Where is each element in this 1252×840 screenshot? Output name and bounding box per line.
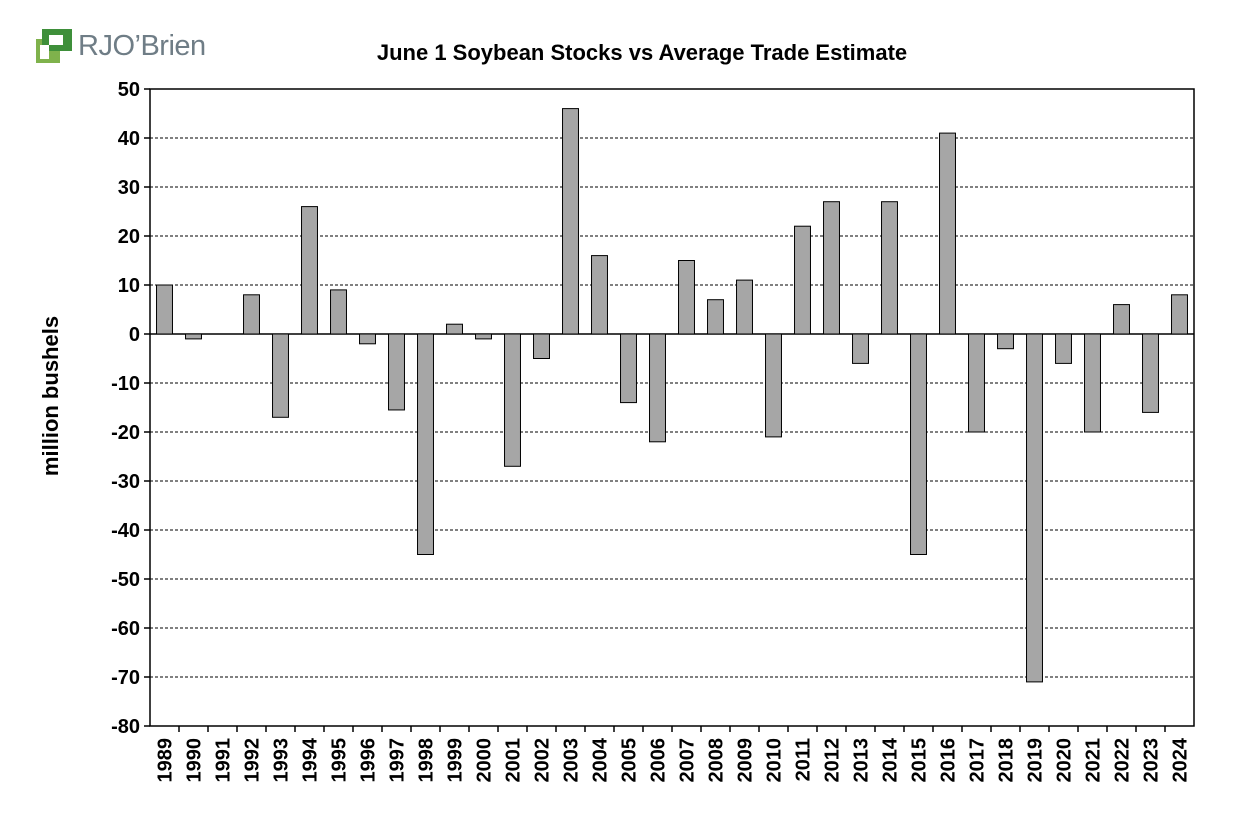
bar-2009 bbox=[736, 279, 753, 335]
bar-2023 bbox=[1142, 333, 1159, 413]
x-tick-label-1990: 1990 bbox=[184, 738, 206, 783]
bar-2019 bbox=[1026, 333, 1043, 683]
bar-2022 bbox=[1113, 304, 1130, 335]
x-tick-label-2003: 2003 bbox=[561, 738, 583, 783]
y-tick-label-12: -70 bbox=[111, 667, 140, 689]
y-axis-label: million bushels bbox=[38, 316, 63, 476]
x-tick-label-2018: 2018 bbox=[996, 738, 1018, 783]
x-tick-label-2010: 2010 bbox=[764, 738, 786, 783]
y-tick-label-2: 30 bbox=[118, 177, 140, 199]
x-tick-label-1996: 1996 bbox=[358, 738, 380, 783]
x-tick-label-2017: 2017 bbox=[967, 738, 989, 783]
x-tick-label-2023: 2023 bbox=[1141, 738, 1163, 783]
chart-title: June 1 Soybean Stocks vs Average Trade E… bbox=[377, 40, 907, 65]
gridlines bbox=[150, 137, 1194, 678]
bar-1999 bbox=[446, 323, 463, 335]
x-tick-label-2011: 2011 bbox=[793, 738, 815, 781]
x-tick-label-2021: 2021 bbox=[1083, 738, 1105, 783]
bar-2015 bbox=[910, 333, 927, 555]
x-tick-label-1994: 1994 bbox=[300, 737, 322, 782]
x-tick-label-2009: 2009 bbox=[735, 738, 757, 783]
bar-2008 bbox=[707, 299, 724, 335]
x-tick-label-1997: 1997 bbox=[387, 738, 409, 783]
bar-2021 bbox=[1084, 333, 1101, 433]
bar-2002 bbox=[533, 333, 550, 359]
bar-1997 bbox=[388, 333, 405, 411]
bar-1993 bbox=[272, 333, 289, 418]
bar-2018 bbox=[997, 333, 1014, 350]
x-tick-label-1989: 1989 bbox=[155, 738, 177, 783]
x-axis-ticks: 1989 1990 1991 1992 1993 1994 1995 1996 1997 1998… bbox=[155, 726, 1192, 783]
y-tick-label-3: 20 bbox=[118, 226, 140, 248]
x-tick-label-1993: 1993 bbox=[271, 738, 293, 783]
bar-1990 bbox=[185, 333, 202, 340]
x-tick-label-1992: 1992 bbox=[242, 738, 264, 783]
bar-1994 bbox=[301, 206, 318, 335]
y-tick-label-5: 0 bbox=[129, 324, 140, 346]
x-tick-label-1999: 1999 bbox=[445, 738, 467, 783]
y-tick-label-9: -40 bbox=[111, 520, 140, 542]
bar-2024 bbox=[1171, 294, 1188, 335]
x-tick-label-2020: 2020 bbox=[1054, 738, 1076, 783]
x-tick-label-2014: 2014 bbox=[880, 737, 902, 782]
bar-2001 bbox=[504, 333, 521, 467]
x-tick-label-1991: 1991 bbox=[213, 738, 235, 783]
x-tick-label-2005: 2005 bbox=[619, 738, 641, 783]
x-tick-label-2002: 2002 bbox=[532, 738, 554, 783]
x-tick-label-2001: 2001 bbox=[503, 738, 525, 783]
bar-2005 bbox=[620, 333, 637, 404]
bar-1989 bbox=[156, 284, 173, 335]
bar-1996 bbox=[359, 333, 376, 345]
bar-2013 bbox=[852, 333, 869, 364]
bar-2012 bbox=[823, 201, 840, 335]
y-tick-label-4: 10 bbox=[118, 275, 140, 297]
x-tick-label-2016: 2016 bbox=[938, 738, 960, 783]
bar-2011 bbox=[794, 225, 811, 335]
x-tick-label-2006: 2006 bbox=[648, 738, 670, 783]
x-tick-label-2008: 2008 bbox=[706, 738, 728, 783]
y-tick-label-7: -20 bbox=[111, 422, 140, 444]
bar-2007 bbox=[678, 260, 695, 335]
x-tick-label-2015: 2015 bbox=[909, 738, 931, 783]
logo-text: RJO’Brien bbox=[78, 29, 206, 62]
x-tick-label-2022: 2022 bbox=[1112, 738, 1134, 783]
bar-2003 bbox=[562, 108, 579, 335]
bar-2006 bbox=[649, 333, 666, 443]
y-tick-label-13: -80 bbox=[111, 716, 140, 738]
y-tick-label-0: 50 bbox=[118, 79, 140, 101]
x-tick-label-2013: 2013 bbox=[851, 738, 873, 783]
bar-1995 bbox=[330, 289, 347, 335]
x-tick-label-1998: 1998 bbox=[416, 738, 438, 783]
plot-border bbox=[149, 88, 1195, 727]
x-tick-label-2000: 2000 bbox=[474, 738, 496, 783]
y-axis-ticks: 50 40 30 20 10 0 -10 -20 -30 -40 -50 -60 -70 -80 bbox=[111, 79, 150, 738]
x-tick-label-2007: 2007 bbox=[677, 738, 699, 783]
x-tick-label-2024: 2024 bbox=[1170, 737, 1192, 782]
x-tick-label-2019: 2019 bbox=[1025, 738, 1047, 783]
bar-2010 bbox=[765, 333, 782, 438]
bar-1992 bbox=[243, 294, 260, 335]
company-logo: RJO’Brien bbox=[36, 26, 206, 66]
logo-mark-icon bbox=[36, 29, 72, 63]
y-tick-label-10: -50 bbox=[111, 569, 140, 591]
x-tick-label-2004: 2004 bbox=[590, 737, 612, 782]
bar-2000 bbox=[475, 333, 492, 340]
bar-2016 bbox=[939, 132, 956, 335]
y-tick-label-8: -30 bbox=[111, 471, 140, 493]
bar-2004 bbox=[591, 255, 608, 335]
y-tick-label-11: -60 bbox=[111, 618, 140, 640]
y-tick-label-6: -10 bbox=[111, 373, 140, 395]
bar-1998 bbox=[417, 333, 434, 555]
bar-2020 bbox=[1055, 333, 1072, 364]
y-tick-label-1: 40 bbox=[118, 128, 140, 150]
bar-2014 bbox=[881, 201, 898, 335]
bar-2017 bbox=[968, 333, 985, 433]
bars bbox=[156, 108, 1188, 683]
x-tick-label-2012: 2012 bbox=[822, 738, 844, 783]
x-tick-label-1995: 1995 bbox=[329, 738, 351, 783]
